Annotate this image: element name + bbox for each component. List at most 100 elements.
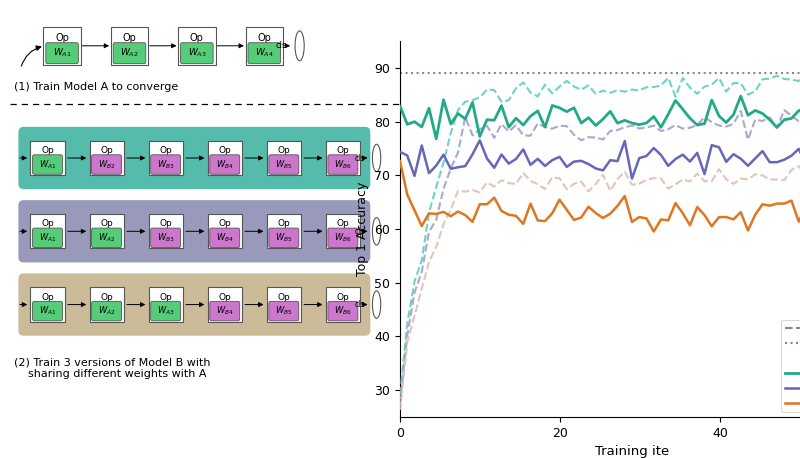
Text: Op: Op <box>41 219 54 229</box>
FancyBboxPatch shape <box>150 301 181 321</box>
Text: Op: Op <box>190 33 204 44</box>
Text: $W_{A3}$: $W_{A3}$ <box>157 305 174 317</box>
Text: $W_{B5}$: $W_{B5}$ <box>275 232 293 244</box>
Text: $W_{B5}$: $W_{B5}$ <box>275 158 293 171</box>
Text: $W_{B2}$: $W_{B2}$ <box>98 158 115 171</box>
Text: $W_{B4}$: $W_{B4}$ <box>216 305 234 317</box>
Text: $W_{A1}$: $W_{A1}$ <box>53 47 71 60</box>
FancyBboxPatch shape <box>43 27 81 65</box>
Text: $W_{A1}$: $W_{A1}$ <box>39 305 56 317</box>
FancyBboxPatch shape <box>328 301 358 321</box>
Text: $W_{B6}$: $W_{B6}$ <box>334 305 352 317</box>
Text: Op: Op <box>100 146 113 155</box>
Text: Op: Op <box>41 293 54 302</box>
Text: $W_{A2}$: $W_{A2}$ <box>98 232 115 244</box>
Y-axis label: Top 1 Accuracy: Top 1 Accuracy <box>356 182 369 276</box>
Text: $W_{A2}$: $W_{A2}$ <box>98 305 115 317</box>
Text: $W_{B3}$: $W_{B3}$ <box>157 232 174 244</box>
FancyBboxPatch shape <box>90 141 124 175</box>
FancyBboxPatch shape <box>208 141 242 175</box>
FancyBboxPatch shape <box>328 228 358 247</box>
FancyBboxPatch shape <box>33 155 62 174</box>
FancyBboxPatch shape <box>150 155 181 174</box>
FancyBboxPatch shape <box>266 141 301 175</box>
Text: Op: Op <box>337 219 350 229</box>
FancyBboxPatch shape <box>92 155 122 174</box>
Text: Op: Op <box>218 219 231 229</box>
Text: $W_{B4}$: $W_{B4}$ <box>216 232 234 244</box>
Text: $W_{A1}$: $W_{A1}$ <box>39 232 56 244</box>
Text: $W_{B6}$: $W_{B6}$ <box>334 158 352 171</box>
Text: Op: Op <box>218 146 231 155</box>
FancyBboxPatch shape <box>269 228 298 247</box>
FancyBboxPatch shape <box>46 43 78 64</box>
Text: $W_{B3}$: $W_{B3}$ <box>157 158 174 171</box>
FancyBboxPatch shape <box>208 288 242 322</box>
FancyBboxPatch shape <box>326 214 360 248</box>
FancyBboxPatch shape <box>18 273 370 336</box>
FancyBboxPatch shape <box>110 27 148 65</box>
FancyBboxPatch shape <box>246 27 283 65</box>
Text: Op: Op <box>337 293 350 302</box>
FancyBboxPatch shape <box>18 127 370 189</box>
FancyBboxPatch shape <box>328 155 358 174</box>
Text: $W_{B5}$: $W_{B5}$ <box>275 305 293 317</box>
FancyBboxPatch shape <box>326 141 360 175</box>
Text: cls: cls <box>276 41 287 50</box>
Text: cls: cls <box>354 153 365 163</box>
Text: Op: Op <box>122 33 137 44</box>
FancyBboxPatch shape <box>326 288 360 322</box>
FancyBboxPatch shape <box>92 228 122 247</box>
Text: $W_{A2}$: $W_{A2}$ <box>120 47 138 60</box>
Text: Op: Op <box>55 33 69 44</box>
FancyBboxPatch shape <box>92 301 122 321</box>
Text: cls: cls <box>354 300 365 309</box>
FancyBboxPatch shape <box>248 43 281 64</box>
FancyBboxPatch shape <box>30 214 65 248</box>
Text: $W_{A3}$: $W_{A3}$ <box>187 47 206 60</box>
Text: $W_{A4}$: $W_{A4}$ <box>255 47 274 60</box>
Text: $W_{B4}$: $W_{B4}$ <box>216 158 234 171</box>
Text: (1) Train Model A to converge: (1) Train Model A to converge <box>14 82 178 92</box>
Ellipse shape <box>373 218 381 245</box>
FancyBboxPatch shape <box>30 141 65 175</box>
FancyBboxPatch shape <box>210 228 240 247</box>
Text: Op: Op <box>159 293 172 302</box>
FancyBboxPatch shape <box>269 155 298 174</box>
Text: (2) Train 3 versions of Model B with
    sharing different weights with A: (2) Train 3 versions of Model B with sha… <box>14 357 210 379</box>
FancyBboxPatch shape <box>266 214 301 248</box>
Text: $W_{B6}$: $W_{B6}$ <box>334 232 352 244</box>
FancyBboxPatch shape <box>18 200 370 262</box>
FancyBboxPatch shape <box>33 228 62 247</box>
FancyBboxPatch shape <box>149 214 182 248</box>
X-axis label: Training ite: Training ite <box>595 445 669 458</box>
Text: Op: Op <box>218 293 231 302</box>
Text: Op: Op <box>337 146 350 155</box>
FancyBboxPatch shape <box>114 43 146 64</box>
FancyBboxPatch shape <box>208 214 242 248</box>
Text: Op: Op <box>159 146 172 155</box>
FancyBboxPatch shape <box>266 288 301 322</box>
FancyBboxPatch shape <box>149 288 182 322</box>
Text: Op: Op <box>100 219 113 229</box>
FancyBboxPatch shape <box>33 301 62 321</box>
FancyBboxPatch shape <box>210 301 240 321</box>
FancyBboxPatch shape <box>269 301 298 321</box>
Text: cls: cls <box>354 227 365 236</box>
Text: Op: Op <box>278 146 290 155</box>
FancyBboxPatch shape <box>210 155 240 174</box>
Ellipse shape <box>373 291 381 318</box>
Text: $W_{A1}$: $W_{A1}$ <box>39 158 56 171</box>
Text: Op: Op <box>41 146 54 155</box>
Ellipse shape <box>373 144 381 172</box>
Text: Op: Op <box>100 293 113 302</box>
Text: Op: Op <box>278 293 290 302</box>
FancyBboxPatch shape <box>90 214 124 248</box>
FancyBboxPatch shape <box>90 288 124 322</box>
FancyBboxPatch shape <box>149 141 182 175</box>
FancyBboxPatch shape <box>30 288 65 322</box>
FancyBboxPatch shape <box>178 27 215 65</box>
Ellipse shape <box>295 31 304 60</box>
FancyBboxPatch shape <box>150 228 181 247</box>
Text: Op: Op <box>159 219 172 229</box>
